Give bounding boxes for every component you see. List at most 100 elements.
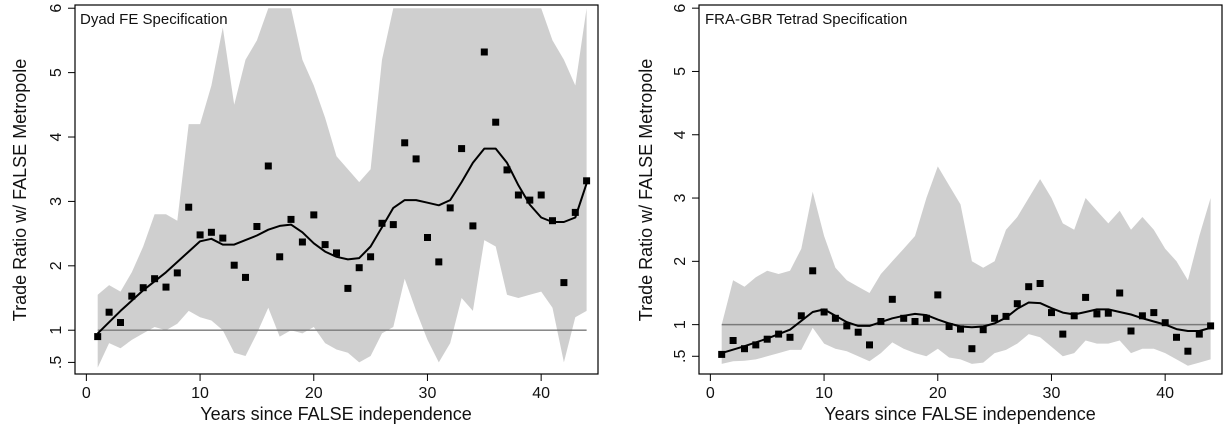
data-point bbox=[185, 203, 193, 211]
data-point bbox=[1013, 300, 1021, 308]
data-point bbox=[1082, 293, 1090, 301]
data-point bbox=[139, 284, 147, 292]
smoothed-fit-line bbox=[96, 147, 588, 335]
data-point bbox=[1184, 347, 1192, 355]
data-point bbox=[843, 322, 851, 330]
plot-area-right bbox=[718, 166, 1215, 366]
data-point bbox=[809, 267, 817, 275]
data-point bbox=[503, 166, 511, 174]
x-tick-label: 10 bbox=[815, 385, 833, 402]
x-tick-label: 10 bbox=[191, 385, 209, 402]
data-point bbox=[367, 253, 375, 261]
data-point bbox=[922, 314, 930, 322]
data-point bbox=[786, 333, 794, 341]
data-point bbox=[117, 319, 124, 326]
y-tick-label: .5 bbox=[48, 356, 65, 369]
confidence-band bbox=[97, 8, 587, 368]
x-axis-label-right: Years since FALSE independence bbox=[824, 404, 1096, 424]
data-point bbox=[775, 330, 783, 338]
y-axis-label-right: Trade Ratio w/ FALSE Metropole bbox=[636, 59, 656, 321]
data-point bbox=[560, 279, 568, 287]
data-point bbox=[469, 222, 477, 230]
data-point bbox=[957, 325, 964, 333]
x-axis-left: 0 10 20 30 40 bbox=[82, 374, 550, 402]
data-point bbox=[389, 221, 397, 229]
x-axis-label-left: Years since FALSE independence bbox=[200, 404, 472, 424]
data-point bbox=[298, 238, 306, 246]
data-point bbox=[264, 162, 272, 170]
data-point bbox=[991, 314, 999, 322]
plot-frame-left bbox=[74, 4, 599, 375]
y-axis-right: .5 1 2 3 4 5 6 bbox=[672, 4, 699, 363]
data-point bbox=[1002, 312, 1010, 320]
data-point bbox=[253, 223, 261, 230]
x-tick-label: 0 bbox=[706, 385, 715, 402]
data-point bbox=[1207, 322, 1215, 330]
data-point bbox=[1173, 333, 1180, 341]
data-point bbox=[1048, 309, 1055, 317]
data-point bbox=[549, 217, 556, 225]
data-point bbox=[1070, 312, 1078, 320]
data-point bbox=[321, 241, 329, 249]
data-point bbox=[718, 350, 726, 358]
data-point bbox=[412, 155, 420, 163]
data-point bbox=[752, 341, 760, 349]
confidence-band bbox=[721, 166, 1211, 366]
data-point bbox=[1150, 309, 1158, 317]
data-point bbox=[1195, 330, 1203, 338]
data-point bbox=[537, 191, 545, 199]
data-point bbox=[162, 283, 170, 291]
y-tick-label: 6 bbox=[48, 4, 65, 13]
data-point bbox=[866, 341, 873, 349]
data-point bbox=[1161, 319, 1169, 327]
data-point bbox=[333, 249, 340, 257]
panel-dyad-fe: Dyad FE Specification 0 10 20 30 40 .5 1 2 3 4 5 6… bbox=[10, 4, 599, 424]
x-tick-label: 40 bbox=[1156, 385, 1174, 402]
y-tick-label: 2 bbox=[672, 257, 689, 266]
x-tick-label: 0 bbox=[82, 385, 91, 402]
data-point bbox=[526, 196, 534, 204]
y-tick-label: 4 bbox=[48, 132, 65, 141]
data-point bbox=[435, 258, 443, 266]
data-point bbox=[571, 208, 579, 216]
data-point bbox=[945, 323, 953, 330]
data-point bbox=[888, 295, 896, 303]
data-point bbox=[763, 335, 771, 343]
y-tick-label: 1 bbox=[672, 320, 689, 329]
data-point bbox=[355, 264, 363, 272]
y-tick-label: .5 bbox=[672, 350, 689, 363]
data-point bbox=[900, 314, 908, 322]
panel-title-right: FRA-GBR Tetrad Specification bbox=[705, 11, 907, 28]
x-tick-label: 20 bbox=[305, 385, 323, 402]
y-tick-label: 2 bbox=[48, 261, 65, 270]
data-point bbox=[480, 48, 488, 56]
data-point bbox=[583, 177, 591, 185]
x-tick-label: 30 bbox=[419, 385, 437, 402]
data-point bbox=[514, 191, 522, 199]
y-tick-label: 3 bbox=[672, 193, 689, 202]
data-point bbox=[378, 219, 386, 227]
y-tick-label: 6 bbox=[672, 4, 689, 13]
data-point bbox=[1093, 310, 1101, 318]
data-point bbox=[219, 234, 227, 242]
x-tick-label: 20 bbox=[929, 385, 947, 402]
y-axis-label-left: Trade Ratio w/ FALSE Metropole bbox=[10, 59, 30, 321]
data-point bbox=[310, 211, 318, 219]
data-point bbox=[196, 231, 204, 239]
data-point bbox=[173, 269, 181, 277]
data-point bbox=[729, 337, 737, 344]
data-point bbox=[877, 318, 885, 325]
data-point bbox=[797, 312, 805, 320]
data-point bbox=[287, 215, 295, 223]
panel-fra-gbr-tetrad: FRA-GBR Tetrad Specification 0 10 20 30 40 .… bbox=[636, 4, 1223, 424]
panel-title-left: Dyad FE Specification bbox=[80, 11, 228, 28]
data-point bbox=[401, 139, 409, 147]
y-tick-label: 5 bbox=[672, 67, 689, 76]
data-point bbox=[741, 345, 748, 353]
data-point bbox=[458, 145, 466, 153]
data-point bbox=[151, 275, 159, 283]
x-tick-label: 30 bbox=[1043, 385, 1061, 402]
data-point bbox=[831, 314, 839, 322]
data-point bbox=[1138, 312, 1146, 320]
